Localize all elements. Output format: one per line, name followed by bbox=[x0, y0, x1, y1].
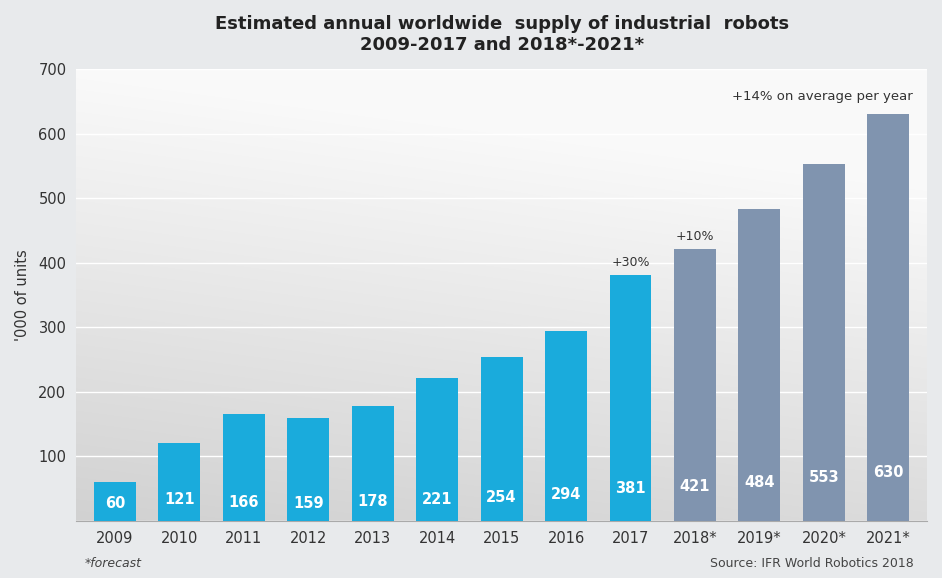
Bar bbox=[480, 357, 523, 521]
Bar bbox=[609, 275, 652, 521]
Y-axis label: '000 of units: '000 of units bbox=[15, 249, 30, 341]
Text: 159: 159 bbox=[293, 496, 323, 511]
Title: Estimated annual worldwide  supply of industrial  robots
2009-2017 and 2018*-202: Estimated annual worldwide supply of ind… bbox=[215, 15, 788, 54]
Text: 484: 484 bbox=[744, 475, 774, 490]
Bar bbox=[803, 164, 845, 521]
Text: +30%: +30% bbox=[611, 255, 650, 269]
Text: +10%: +10% bbox=[675, 230, 714, 243]
Bar bbox=[158, 443, 201, 521]
Text: 381: 381 bbox=[615, 481, 646, 497]
Text: 630: 630 bbox=[873, 465, 903, 480]
Text: 121: 121 bbox=[164, 492, 195, 507]
Text: 221: 221 bbox=[422, 492, 452, 507]
Text: Source: IFR World Robotics 2018: Source: IFR World Robotics 2018 bbox=[710, 558, 914, 570]
Text: *forecast: *forecast bbox=[85, 558, 142, 570]
Bar bbox=[351, 406, 394, 521]
Bar bbox=[416, 379, 458, 521]
Text: 553: 553 bbox=[808, 470, 839, 486]
Text: 166: 166 bbox=[229, 495, 259, 510]
Bar bbox=[545, 331, 587, 521]
Text: 178: 178 bbox=[357, 494, 388, 509]
Bar bbox=[287, 418, 329, 521]
Bar bbox=[223, 414, 265, 521]
Bar bbox=[868, 114, 909, 521]
Text: 294: 294 bbox=[551, 487, 581, 502]
Text: 60: 60 bbox=[105, 497, 125, 512]
Bar bbox=[674, 249, 716, 521]
Bar bbox=[94, 482, 136, 521]
Text: +14% on average per year: +14% on average per year bbox=[732, 90, 913, 103]
Text: 421: 421 bbox=[680, 479, 710, 494]
Bar bbox=[739, 209, 780, 521]
Text: 254: 254 bbox=[486, 490, 517, 505]
